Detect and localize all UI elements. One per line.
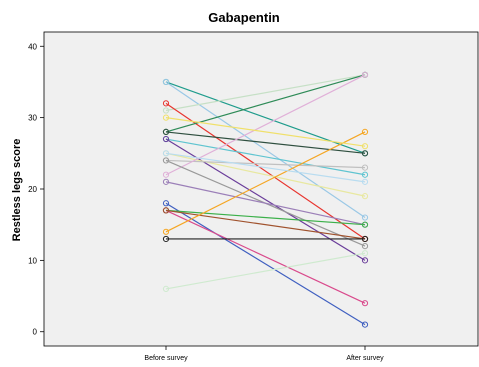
data-point xyxy=(361,193,369,200)
series-line xyxy=(165,152,366,183)
data-point xyxy=(162,228,170,235)
data-point xyxy=(361,257,369,264)
series-line xyxy=(165,138,366,176)
series-line xyxy=(165,209,366,304)
data-points xyxy=(162,71,369,328)
data-point xyxy=(162,178,170,185)
data-point xyxy=(162,150,170,157)
data-point xyxy=(361,71,369,78)
series-line xyxy=(165,202,366,326)
data-point xyxy=(162,207,170,214)
data-point xyxy=(361,235,369,243)
y-tick-label: 20 xyxy=(28,185,37,194)
data-point xyxy=(162,200,170,207)
series-line xyxy=(165,117,366,147)
data-point xyxy=(361,250,369,257)
data-point xyxy=(361,321,369,328)
data-point xyxy=(361,221,369,228)
series-line xyxy=(165,159,366,169)
y-tick-label: 40 xyxy=(28,42,37,51)
x-category-label: After survey xyxy=(346,355,384,362)
series-line xyxy=(165,152,366,197)
data-point xyxy=(162,171,170,178)
y-tick-label: 30 xyxy=(28,114,37,123)
data-point xyxy=(162,135,170,143)
data-point xyxy=(361,150,369,157)
data-point xyxy=(162,107,170,114)
series-line xyxy=(165,138,366,261)
data-point xyxy=(162,235,170,243)
series-line xyxy=(165,209,366,226)
data-point xyxy=(361,128,369,136)
data-point xyxy=(361,178,369,185)
chart-title: Gabapentin xyxy=(208,10,280,25)
y-tick-label: 10 xyxy=(28,256,37,265)
series-lines xyxy=(165,74,366,326)
data-point xyxy=(361,300,369,307)
data-point xyxy=(361,242,369,250)
series-line xyxy=(165,74,366,112)
series-line xyxy=(165,131,366,233)
data-point xyxy=(361,143,369,150)
data-point xyxy=(361,164,369,171)
plot-area xyxy=(43,31,479,347)
data-point xyxy=(162,128,170,136)
data-point xyxy=(361,171,369,178)
series-line xyxy=(165,131,366,154)
x-category-label: Before survey xyxy=(144,355,188,362)
series-line xyxy=(165,252,366,290)
series-line xyxy=(165,181,366,226)
y-axis-label: Restless legs score xyxy=(11,139,23,242)
data-point xyxy=(162,114,170,121)
data-point xyxy=(361,214,369,221)
series-line xyxy=(165,102,366,240)
axes: 0 10 20 30 40 Before survey After survey xyxy=(28,42,384,362)
data-point xyxy=(162,157,170,164)
y-tick-label: 0 xyxy=(33,328,38,337)
data-point xyxy=(162,78,170,86)
data-point xyxy=(162,285,170,293)
data-point xyxy=(162,100,170,107)
